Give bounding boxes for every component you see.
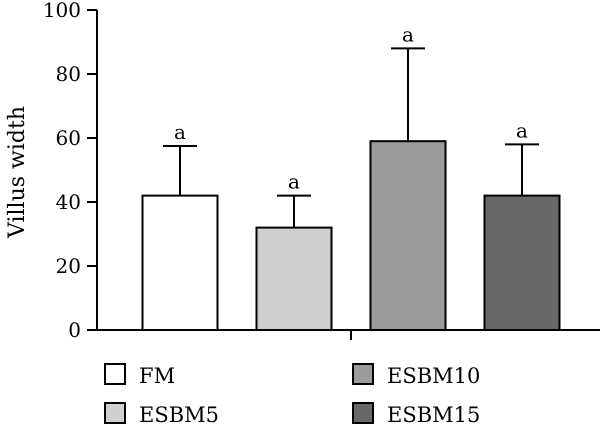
y-tick-label: 20 — [56, 254, 81, 278]
legend-swatch — [104, 363, 126, 385]
legend-label: ESBM15 — [387, 403, 480, 427]
significance-label: a — [174, 120, 186, 144]
bar-esbm15 — [483, 194, 561, 331]
significance-label: a — [516, 118, 528, 142]
y-tick-label: 40 — [56, 190, 81, 214]
significance-label: a — [288, 170, 300, 194]
bar-esbm5 — [255, 226, 333, 332]
bar-fm — [141, 194, 219, 331]
y-tick-label: 100 — [43, 0, 81, 22]
y-axis-ticks: 0 20 40 60 80 100 — [43, 0, 97, 342]
legend-label: ESBM5 — [139, 403, 219, 427]
legend-swatch — [104, 402, 126, 424]
bars: a a a a — [141, 22, 561, 332]
bar-esbm10 — [369, 140, 447, 331]
y-axis-title: Villus width — [5, 106, 30, 239]
legend-swatch — [352, 363, 374, 385]
y-tick-label: 60 — [56, 126, 81, 150]
legend-label: FM — [139, 364, 175, 388]
y-tick-label: 80 — [56, 62, 81, 86]
legend-swatch — [352, 402, 374, 424]
legend-label: ESBM10 — [387, 364, 480, 388]
significance-label: a — [402, 22, 414, 46]
y-tick-label: 0 — [68, 318, 81, 342]
legend: FM ESBM5 ESBM10 ESBM15 — [104, 363, 480, 427]
